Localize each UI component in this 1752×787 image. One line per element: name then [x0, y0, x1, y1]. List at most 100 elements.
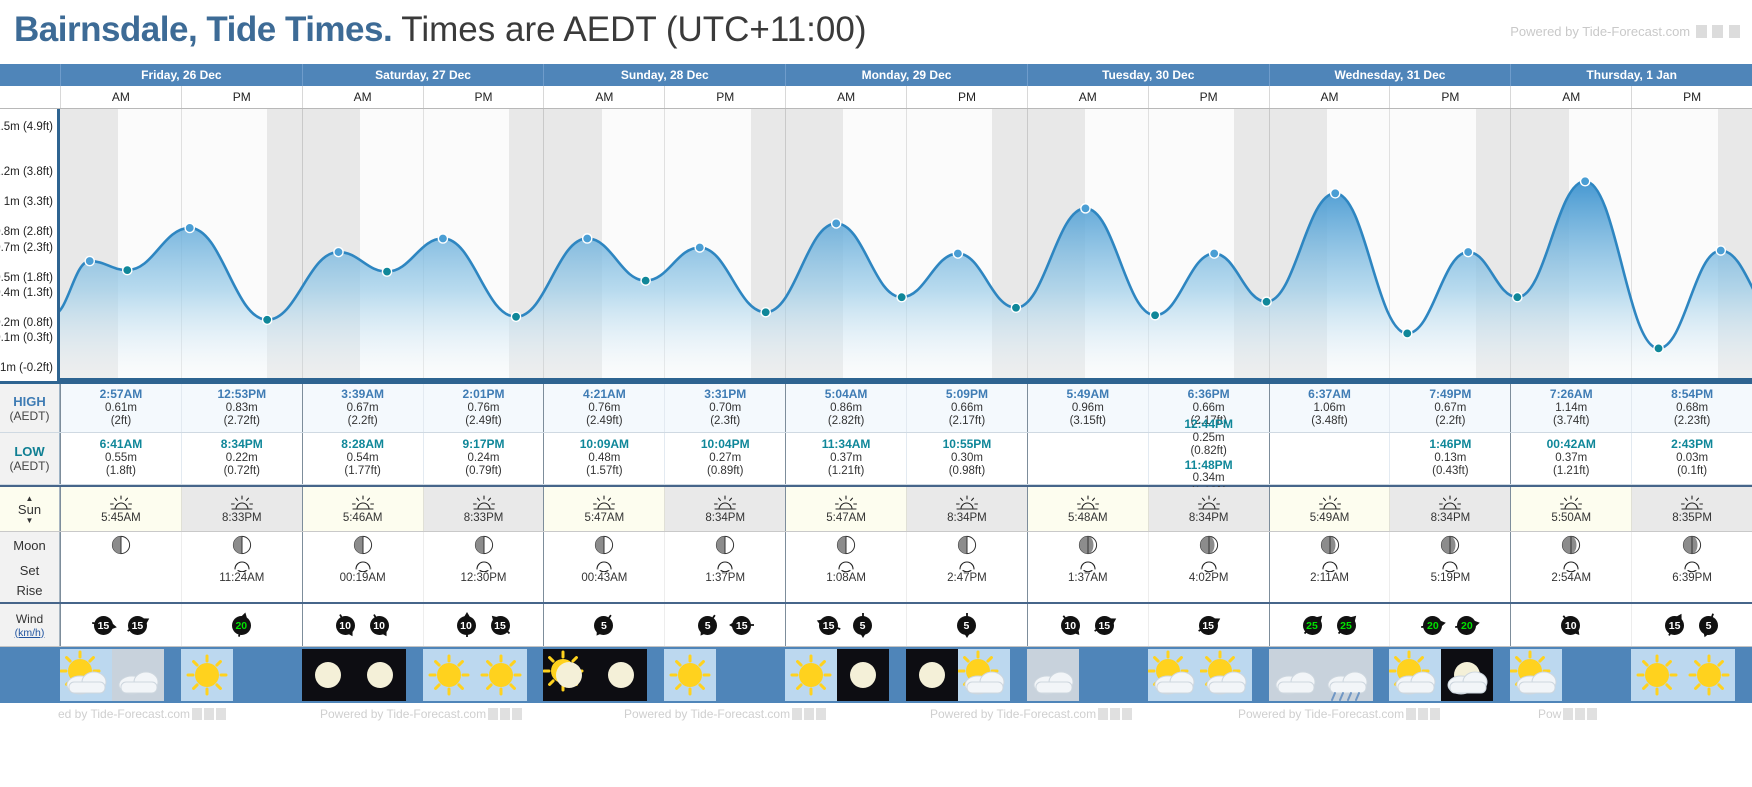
sunset-icon [1197, 494, 1220, 510]
half-day-gridline-6 [1631, 109, 1633, 378]
low-tide-height-m: 0.03m [1676, 452, 1709, 465]
high-tide-time: 2:57AM [99, 386, 143, 401]
wind-cell-3: 10 15 [422, 604, 544, 646]
half-header-label: PM [957, 90, 976, 104]
y-axis-tick-3: 0.8m (2.8ft) [0, 226, 53, 239]
wind-speed-badge: 20 [231, 616, 251, 635]
weather-cell-3 [422, 647, 544, 703]
low-tide-height-m: 0.25m [1192, 432, 1225, 445]
high-tide-height-ft: (2.72ft) [223, 414, 260, 427]
high-tide-time: 5:09PM [945, 386, 988, 401]
low-tide-cell-5-am [1268, 433, 1390, 484]
moon-phase-icon-last-quarter [716, 535, 735, 555]
weather-icon-moon-cloud [1441, 649, 1494, 701]
wind-unit-link[interactable]: (km/h) [14, 626, 45, 639]
moon-time: 2:11AM [1310, 572, 1349, 584]
sunrise-icon [593, 494, 616, 510]
high-tide-height-ft: (3.15ft) [1069, 414, 1107, 427]
moon-set-rise-cell-13: 6:39PM [1631, 558, 1752, 602]
moonrise-arc-icon [838, 561, 854, 572]
tide-extreme-marker-15 [1010, 302, 1022, 314]
set-rise-label: Set Rise [0, 558, 60, 602]
moon-phase-cell-10 [1268, 532, 1390, 558]
weather-icon-sun-cloud [1147, 649, 1200, 701]
low-tide-height-ft: (0.1ft) [1677, 465, 1708, 478]
high-tide-time: 2:01PM [462, 386, 505, 401]
sunset-icon [955, 494, 978, 510]
wind-badge-16: 25 [1296, 612, 1330, 638]
moon-phase-cell-13 [1631, 532, 1752, 558]
low-tide-height-ft: (1.8ft) [105, 465, 136, 478]
moon-set-rise-cell-6: 1:08AM [785, 558, 906, 602]
day-header-label: Wednesday, 31 Dec [1334, 68, 1446, 82]
half-day-gridline-4 [1147, 109, 1149, 378]
half-header-label: AM [595, 90, 614, 104]
weather-icon-row [0, 647, 1752, 703]
low-tide-height-m: 0.24m [467, 452, 500, 465]
moon-phase-icon-waning-gibbous [1441, 535, 1460, 555]
tide-chart: 1.5m (4.9ft) 1.2m (3.8ft) 1m (3.3ft) 0.8m (… [0, 109, 1752, 381]
wind-badge-14: 15 [1088, 612, 1122, 638]
high-tide-time: 5:04AM [824, 386, 868, 401]
moon-phase-cell-5 [664, 532, 785, 558]
moon-phase-icon-waning-gibbous [1320, 535, 1339, 555]
low-tide-height-m: 0.55m [104, 452, 137, 465]
moon-set-rise-cell-0 [60, 558, 181, 602]
half-header-pm-5: PM [1389, 86, 1510, 108]
sunset-time: 8:33PM [463, 511, 504, 524]
low-tide-height-m: 0.54m [346, 452, 379, 465]
tide-extreme-marker-23 [1512, 291, 1523, 303]
moon-time: 5:19PM [1430, 572, 1471, 584]
high-tide-height-m: 0.70m [709, 401, 742, 414]
logo-block-icon [1575, 708, 1586, 720]
tide-extreme-marker-13 [896, 291, 907, 303]
moon-time: 00:19AM [339, 572, 386, 584]
high-tide-height-ft: (2.49ft) [586, 414, 623, 427]
low-tide-time: 10:09AM [579, 437, 630, 452]
wind-cell-4: 5 [543, 604, 664, 646]
day-gridline-3 [785, 109, 787, 378]
weather-cell-6 [785, 647, 906, 703]
moon-set-rise-cell-11: 5:19PM [1389, 558, 1510, 602]
wind-speed-badge: 5 [698, 616, 718, 635]
sunset-icon [1439, 494, 1462, 510]
high-tide-label-unit: (AEDT) [9, 408, 50, 423]
tide-extreme-marker-24 [1579, 175, 1591, 187]
wind-cell-6: 15 5 [785, 604, 906, 646]
wind-cell-1: 20 [180, 604, 302, 646]
half-header-label: AM [837, 90, 856, 104]
moonset-arc-icon [959, 561, 975, 572]
wind-cell-9: 15 [1147, 604, 1269, 646]
y-axis-tick-9: -0.1m (-0.2ft) [0, 361, 53, 374]
wind-speed-badge: 15 [490, 616, 510, 635]
tide-extreme-marker-5 [381, 266, 393, 277]
low-tide-time: 2:43PM [1671, 437, 1714, 452]
footer-watermark-0: ed by Tide-Forecast.com [58, 707, 227, 721]
half-header-label: AM [1078, 90, 1097, 104]
sun-cell-6-am: 5:50AM [1510, 487, 1631, 531]
half-header-pm-6: PM [1631, 86, 1752, 108]
moon-phase-icon-waning-gibbous [1682, 535, 1702, 555]
tide-extreme-marker-4 [333, 246, 344, 258]
low-tide-time: 6:41AM [99, 437, 143, 452]
high-tide-height-m: 0.96m [1071, 401, 1104, 414]
tide-extreme-marker-2 [184, 222, 196, 234]
tide-curve-svg [60, 175, 1752, 378]
high-tide-height-m: 0.66m [1192, 401, 1225, 414]
weather-icon-moon [353, 649, 406, 701]
day-header-1: Saturday, 27 Dec [301, 64, 544, 86]
tide-extreme-marker-16 [1080, 203, 1091, 214]
moonrise-arc-icon [355, 561, 371, 572]
wind-badge-22: 5 [1692, 612, 1726, 638]
half-header-label: PM [232, 90, 251, 104]
high-tide-cell-6-am: 7:26AM 1.14m (3.74ft) [1510, 384, 1631, 432]
high-tide-cell-1-am: 3:39AM 0.67m (2.2ft) [301, 384, 423, 432]
low-tide-height-m: 0.22m [225, 452, 258, 465]
day-header-6: Thursday, 1 Jan [1510, 64, 1752, 86]
page-footer: ed by Tide-Forecast.com Powered by Tide-F… [0, 703, 1752, 727]
moon-phase-icon-waning-gibbous [1078, 535, 1097, 555]
sunrise-icon [1318, 494, 1341, 510]
chart-plot-area [60, 109, 1752, 381]
wind-cell-5: 5 15 [664, 604, 785, 646]
